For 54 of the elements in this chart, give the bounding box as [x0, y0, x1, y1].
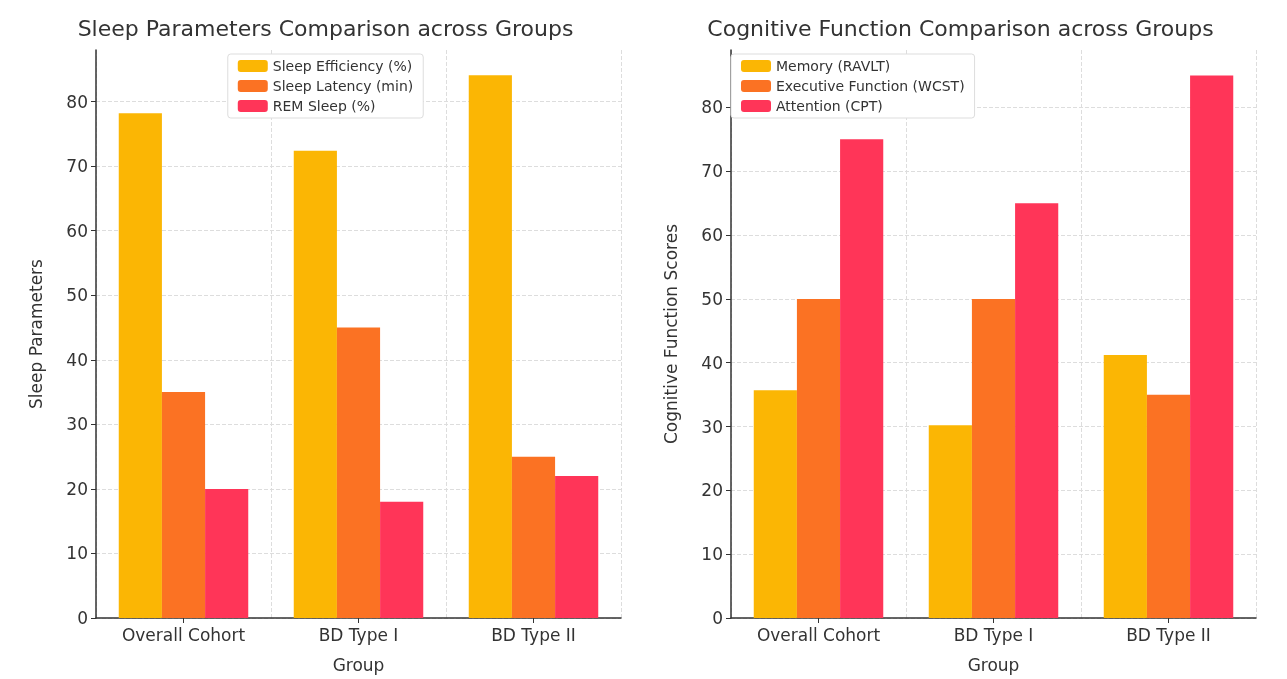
- chart-title: Cognitive Function Comparison across Groups: [707, 15, 1214, 41]
- bar: [555, 476, 599, 618]
- bar: [796, 298, 841, 618]
- bar: [971, 298, 1016, 618]
- y-tick-label: 70: [701, 161, 723, 182]
- y-tick-label: 30: [701, 416, 723, 437]
- y-tick-label: 20: [701, 480, 723, 501]
- bar: [336, 327, 381, 618]
- y-tick-label: 80: [66, 91, 88, 112]
- legend-label: Sleep Latency (min): [272, 78, 414, 94]
- legend-label: REM Sleep (%): [272, 98, 376, 114]
- y-tick-label: 20: [66, 478, 88, 499]
- y-tick-label: 80: [701, 97, 723, 118]
- x-tick-label: BD Type II: [1126, 624, 1211, 645]
- y-tick-label: 40: [701, 352, 723, 373]
- bar: [1103, 355, 1147, 618]
- y-tick-label: 0: [712, 608, 723, 628]
- y-tick-label: 70: [66, 156, 88, 177]
- y-tick-label: 0: [77, 608, 88, 628]
- bar: [511, 456, 556, 618]
- bar: [928, 425, 972, 618]
- bar: [1190, 75, 1234, 618]
- bar: [468, 75, 512, 618]
- x-tick-label: Overall Cohort: [756, 624, 881, 645]
- x-tick-label: BD Type I: [318, 624, 399, 645]
- bar: [1146, 394, 1191, 618]
- bar: [161, 392, 206, 618]
- bar: [840, 139, 884, 618]
- x-axis-title: Group: [967, 654, 1020, 675]
- legend-label: Memory (RAVLT): [776, 58, 891, 74]
- y-tick-label: 40: [66, 349, 88, 370]
- bar: [205, 488, 249, 618]
- y-tick-label: 60: [701, 225, 723, 246]
- y-axis-title: Cognitive Function Scores: [660, 223, 681, 445]
- bar: [293, 150, 337, 618]
- y-tick-label: 30: [66, 414, 88, 435]
- legend-label: Attention (CPT): [776, 98, 883, 114]
- y-tick-label: 50: [66, 285, 88, 306]
- bar: [1015, 203, 1059, 618]
- y-axis-title: Sleep Parameters: [25, 258, 46, 409]
- chart-title: Sleep Parameters Comparison across Groups: [77, 15, 574, 41]
- y-tick-label: 10: [701, 544, 723, 565]
- legend-label: Executive Function (WCST): [776, 78, 965, 94]
- bar: [118, 113, 162, 618]
- bar: [753, 390, 797, 618]
- x-axis-title: Group: [332, 654, 385, 675]
- y-tick-label: 60: [66, 220, 88, 241]
- y-tick-label: 50: [701, 288, 723, 309]
- bar: [380, 501, 424, 618]
- x-tick-label: Overall Cohort: [121, 624, 246, 645]
- x-tick-label: BD Type II: [491, 624, 576, 645]
- legend-label: Sleep Efficiency (%): [272, 58, 413, 74]
- y-tick-label: 10: [66, 543, 88, 564]
- x-tick-label: BD Type I: [953, 624, 1034, 645]
